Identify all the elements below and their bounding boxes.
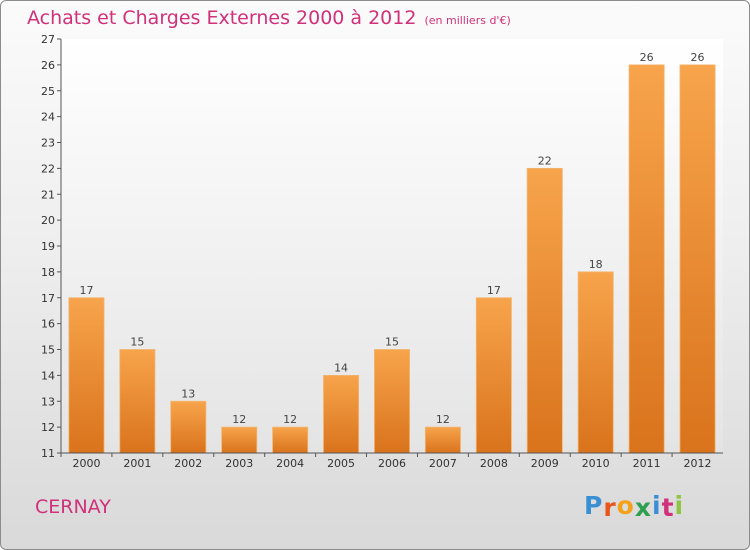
x-tick-label: 2009 — [531, 457, 559, 470]
x-tick-label: 2005 — [327, 457, 355, 470]
data-label: 17 — [79, 284, 93, 297]
bar-2011 — [628, 64, 665, 454]
y-tick-label: 27 — [41, 33, 55, 46]
y-tick-label: 19 — [41, 240, 55, 253]
y-tick-label: 13 — [41, 395, 55, 408]
y-tick-label: 17 — [41, 292, 55, 305]
x-tick-label: 2011 — [633, 457, 661, 470]
commune-name: CERNAY — [35, 496, 111, 518]
y-tick-label: 25 — [41, 85, 55, 98]
bar-2012 — [679, 64, 716, 454]
y-tick-label: 15 — [41, 344, 55, 357]
y-tick-label: 21 — [41, 188, 55, 201]
x-tick-label: 2003 — [225, 457, 253, 470]
bar-2007 — [424, 426, 461, 454]
bar-2000 — [68, 297, 105, 454]
x-tick-label: 2006 — [378, 457, 406, 470]
data-label: 26 — [640, 51, 654, 64]
y-tick-label: 14 — [41, 369, 55, 382]
logo-letter: i — [674, 491, 685, 520]
data-label: 22 — [538, 154, 552, 167]
data-label: 26 — [691, 51, 705, 64]
data-label: 12 — [283, 413, 297, 426]
data-label: 15 — [385, 336, 399, 349]
bar-2004 — [272, 426, 309, 454]
x-tick-label: 2008 — [480, 457, 508, 470]
data-label: 17 — [487, 284, 501, 297]
data-label: 15 — [130, 336, 144, 349]
bar-2003 — [221, 426, 258, 454]
x-tick-label: 2000 — [72, 457, 100, 470]
chart-title: Achats et Charges Externes 2000 à 2012 (e… — [27, 7, 511, 29]
title-unit: (en milliers d'€) — [424, 14, 511, 27]
bar-2006 — [374, 349, 410, 454]
data-label: 12 — [436, 413, 450, 426]
x-tick-label: 2007 — [429, 457, 457, 470]
x-tick-label: 2002 — [174, 457, 202, 470]
y-tick-label: 12 — [41, 421, 55, 434]
bar-2009 — [526, 167, 563, 454]
logo-letter: t — [661, 493, 675, 522]
logo-letter: r — [603, 493, 617, 522]
logo-letter: P — [584, 491, 604, 520]
logo-letter: i — [652, 491, 662, 520]
logo-letter: x — [634, 493, 652, 522]
y-tick-label: 24 — [41, 111, 55, 124]
data-label: 12 — [232, 413, 246, 426]
y-tick-label: 18 — [41, 266, 55, 279]
y-tick-label: 11 — [41, 447, 55, 460]
x-tick-label: 2001 — [123, 457, 151, 470]
bar-2005 — [323, 374, 360, 454]
y-tick-label: 22 — [41, 162, 55, 175]
proxiti-logo: Proxiti — [584, 491, 685, 522]
y-tick-label: 26 — [41, 59, 55, 72]
data-label: 18 — [589, 258, 603, 271]
y-tick-label: 23 — [41, 137, 55, 150]
x-tick-label: 2012 — [684, 457, 712, 470]
x-tick-label: 2004 — [276, 457, 304, 470]
data-label: 14 — [334, 361, 348, 374]
bar-2002 — [170, 400, 207, 454]
title-main: Achats et Charges Externes 2000 à 2012 — [27, 7, 417, 29]
bar-2008 — [475, 297, 512, 454]
bar-2001 — [119, 349, 156, 454]
y-tick-label: 20 — [41, 214, 55, 227]
x-tick-label: 2010 — [582, 457, 610, 470]
logo-letter: o — [616, 491, 635, 520]
y-tick-label: 16 — [41, 318, 55, 331]
data-label: 13 — [181, 387, 195, 400]
bar-2010 — [577, 271, 614, 454]
